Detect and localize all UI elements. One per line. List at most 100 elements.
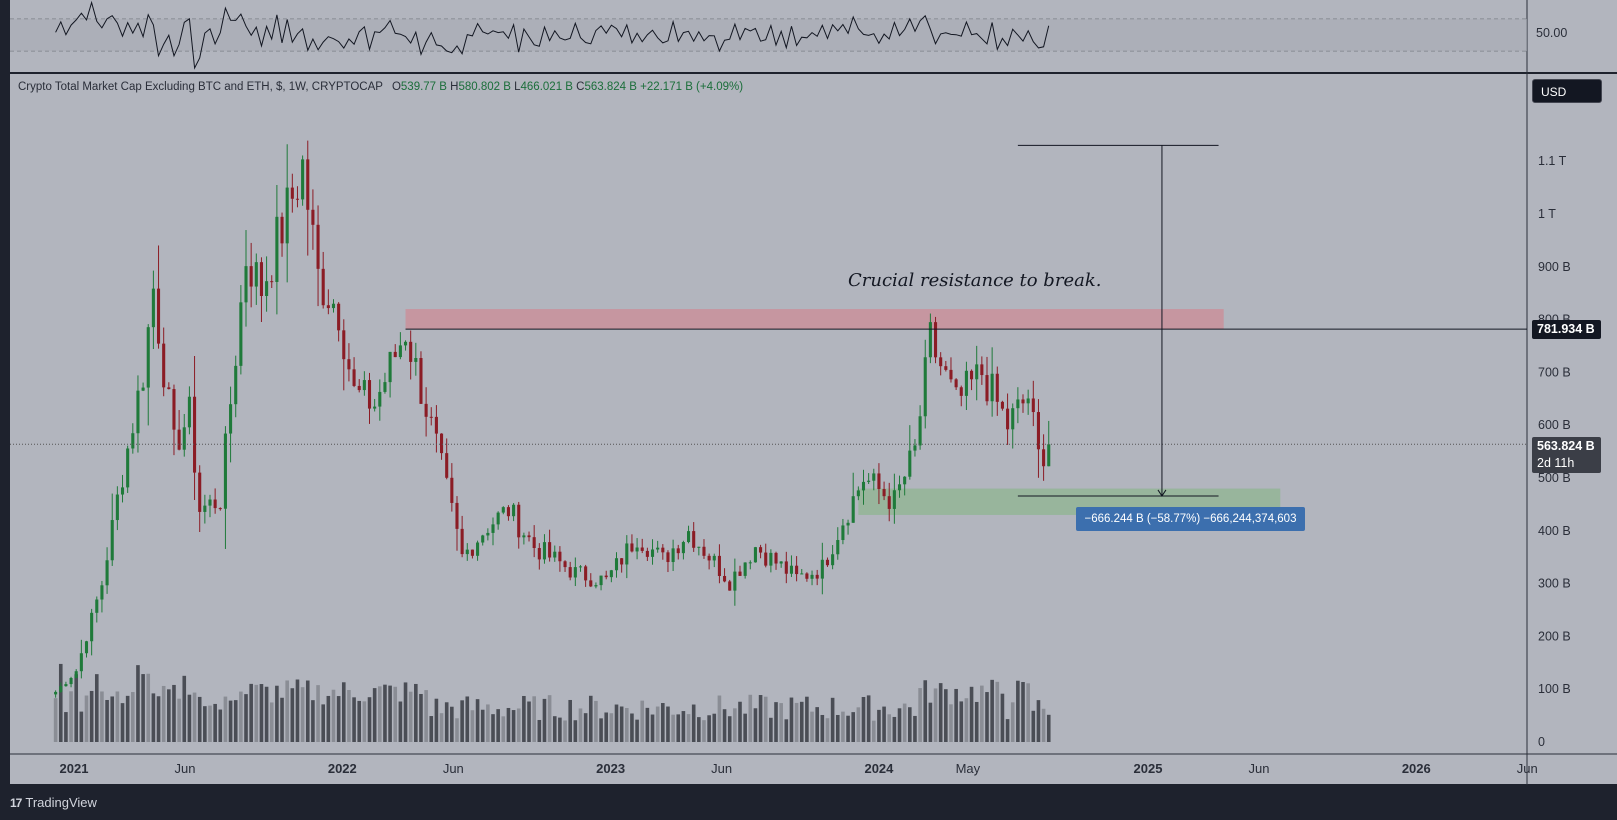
candle-body: [136, 390, 140, 434]
volume-bar: [856, 707, 861, 742]
candle-body: [625, 543, 629, 565]
volume-bar: [1036, 700, 1041, 742]
volume-bar: [810, 711, 814, 742]
candle-body: [903, 476, 907, 485]
candle-body: [846, 522, 850, 526]
currency-button[interactable]: USD: [1532, 79, 1602, 103]
volume-bar: [882, 706, 886, 742]
candle-body: [573, 567, 577, 578]
candle-body: [388, 351, 392, 383]
volume-bar: [938, 683, 943, 742]
volume-bar: [671, 714, 675, 742]
volume-bar: [408, 691, 413, 742]
volume-bar: [697, 717, 701, 742]
candle-body: [532, 537, 536, 549]
volume-bar: [702, 720, 706, 742]
candle-body: [409, 341, 413, 362]
measure-label: −666.244 B (−58.77%) −666,244,374,603: [1076, 507, 1305, 531]
candle-body: [398, 345, 402, 358]
change-value: +22.171 B (+4.09%): [640, 81, 744, 93]
close-value: 563.824 B: [584, 81, 637, 93]
volume-bar: [1005, 719, 1010, 742]
volume-bar: [892, 716, 897, 742]
volume-bar: [985, 692, 989, 742]
volume-bar: [285, 680, 289, 742]
candle-body: [84, 641, 89, 654]
candle-body: [126, 448, 130, 488]
candle-body: [759, 547, 763, 553]
volume-bar: [980, 685, 984, 742]
candle-body: [311, 209, 315, 225]
candle-body: [424, 403, 428, 417]
volume-bar: [516, 708, 521, 742]
candle-body: [686, 531, 691, 543]
volume-bar: [167, 689, 171, 742]
volume-bar: [378, 686, 382, 742]
volume-bar: [763, 696, 768, 742]
x-tick-label: 2024: [864, 761, 894, 776]
candle-body: [79, 653, 83, 672]
volume-bar: [311, 700, 315, 742]
candle-body: [800, 573, 804, 575]
y-tick-label: 700 B: [1538, 365, 1571, 379]
candle-body: [455, 502, 459, 529]
volume-bar: [172, 684, 176, 742]
volume-bar: [974, 701, 979, 742]
y-tick-label: 900 B: [1538, 260, 1571, 274]
volume-bar: [727, 716, 732, 742]
candle-body: [54, 691, 58, 695]
candle-body: [254, 262, 258, 287]
volume-bar: [779, 703, 783, 742]
volume-bar: [460, 700, 464, 742]
candle-body: [141, 387, 145, 391]
volume-bars: [53, 663, 1051, 742]
rsi-band-fill: [10, 19, 1527, 51]
candle-body: [110, 520, 114, 561]
candle-body: [419, 357, 423, 404]
volume-bar: [331, 689, 336, 742]
candle-body: [661, 547, 665, 553]
candle-body: [105, 560, 109, 586]
candle-body: [342, 330, 346, 360]
tradingview-logo[interactable]: 17 TradingView: [10, 795, 97, 810]
candle-body: [620, 558, 624, 565]
candle-body: [795, 565, 799, 575]
volume-bar: [635, 719, 639, 742]
high-value: 580.802 B: [458, 81, 511, 93]
volume-bar: [558, 717, 562, 742]
candle-body: [434, 416, 438, 434]
volume-bar: [753, 708, 758, 742]
volume-bar: [1026, 683, 1030, 742]
candle-body: [156, 288, 161, 344]
volume-bar: [120, 703, 125, 742]
volume-bar: [583, 713, 588, 742]
candle-body: [702, 546, 706, 556]
candle-body: [594, 585, 598, 587]
candle-body: [630, 543, 634, 552]
x-tick-label: Jun: [1517, 761, 1538, 776]
candle-body: [748, 562, 752, 564]
candle-body: [501, 507, 505, 513]
volume-bar: [336, 696, 341, 742]
volume-bar: [573, 720, 578, 742]
candle-body: [373, 406, 377, 409]
candle-body: [64, 684, 68, 687]
candle-body: [229, 404, 233, 434]
candle-body: [496, 512, 500, 525]
volume-bar: [218, 709, 223, 742]
candle-body: [656, 547, 660, 550]
candle-body: [650, 549, 655, 557]
candle-body: [69, 678, 73, 685]
volume-bar: [1046, 714, 1051, 742]
volume-bar: [352, 697, 356, 742]
candle-body: [769, 552, 773, 566]
volume-bar: [465, 696, 470, 742]
volume-bar: [743, 713, 747, 742]
volume-bar: [470, 710, 475, 742]
candle-body: [167, 387, 171, 390]
price-scale-panel: [1527, 74, 1617, 754]
candle-body: [959, 387, 963, 396]
candle-body: [265, 281, 269, 297]
high-label: H: [450, 81, 459, 93]
